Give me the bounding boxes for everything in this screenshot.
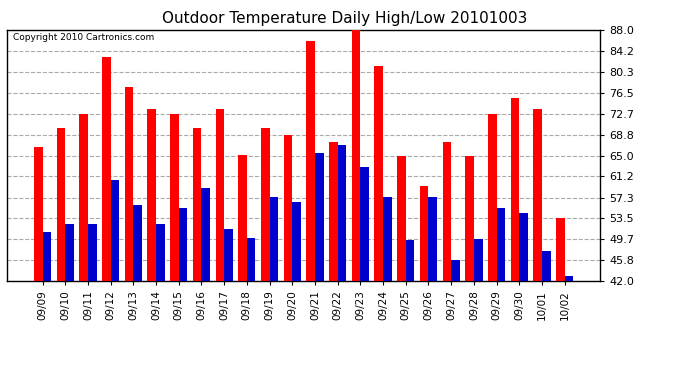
Bar [451, 261, 460, 281]
Bar [293, 202, 301, 281]
Text: Outdoor Temperature Daily High/Low 20101003: Outdoor Temperature Daily High/Low 20101… [162, 11, 528, 26]
Bar [497, 207, 505, 281]
Bar [420, 186, 428, 281]
Bar [247, 237, 255, 281]
Bar [193, 128, 201, 281]
Bar [57, 128, 65, 281]
Bar [170, 114, 179, 281]
Bar [352, 30, 360, 281]
Bar [315, 153, 324, 281]
Bar [406, 240, 415, 281]
Bar [360, 166, 369, 281]
Bar [284, 135, 293, 281]
Bar [474, 239, 482, 281]
Bar [238, 154, 247, 281]
Bar [511, 98, 520, 281]
Bar [148, 109, 156, 281]
Bar [306, 41, 315, 281]
Bar [337, 145, 346, 281]
Bar [156, 224, 165, 281]
Bar [488, 114, 497, 281]
Bar [43, 232, 51, 281]
Bar [215, 109, 224, 281]
Bar [564, 276, 573, 281]
Bar [383, 196, 392, 281]
Bar [224, 230, 233, 281]
Bar [329, 142, 337, 281]
Bar [397, 156, 406, 281]
Bar [270, 196, 278, 281]
Bar [556, 218, 564, 281]
Bar [375, 66, 383, 281]
Bar [79, 114, 88, 281]
Bar [88, 224, 97, 281]
Bar [520, 213, 528, 281]
Bar [102, 57, 110, 281]
Text: Copyright 2010 Cartronics.com: Copyright 2010 Cartronics.com [13, 33, 154, 42]
Bar [533, 109, 542, 281]
Bar [125, 87, 133, 281]
Bar [65, 224, 74, 281]
Bar [179, 207, 188, 281]
Bar [133, 205, 142, 281]
Bar [542, 251, 551, 281]
Bar [428, 196, 437, 281]
Bar [34, 147, 43, 281]
Bar [201, 188, 210, 281]
Bar [465, 156, 474, 281]
Bar [261, 128, 270, 281]
Bar [442, 142, 451, 281]
Bar [110, 180, 119, 281]
